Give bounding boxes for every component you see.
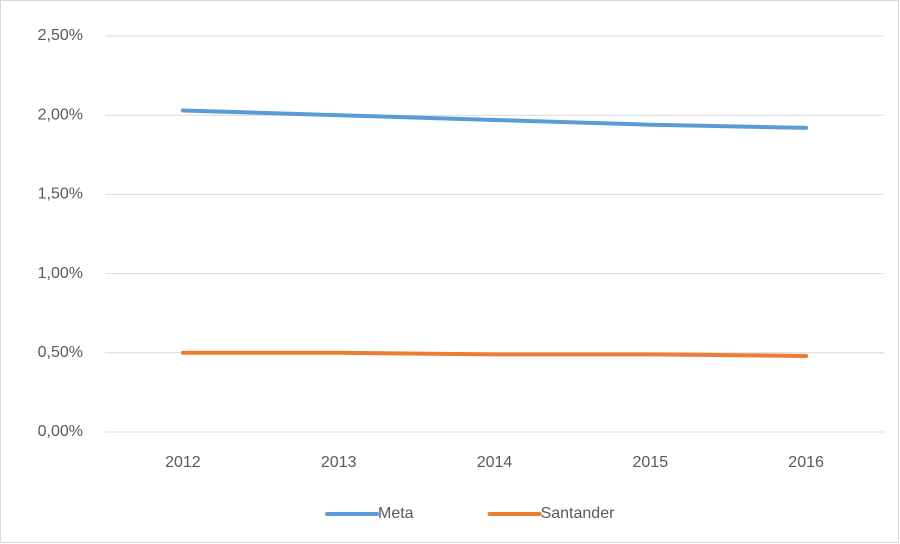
y-tick-label: 2,00%: [38, 106, 83, 123]
legend-label: Santander: [541, 505, 616, 522]
x-tick-label: 2013: [321, 454, 357, 471]
y-tick-label: 2,50%: [38, 27, 83, 44]
x-tick-label: 2014: [477, 454, 513, 471]
series-line: [180, 108, 809, 130]
y-tick-label: 1,50%: [38, 186, 83, 203]
y-tick-label: 0,50%: [38, 344, 83, 361]
series-line: [180, 350, 809, 358]
legend-label: Meta: [378, 505, 414, 522]
x-tick-label: 2012: [165, 454, 201, 471]
y-tick-label: 0,00%: [38, 423, 83, 440]
x-tick-label: 2016: [788, 454, 824, 471]
x-tick-label: 2015: [633, 454, 669, 471]
y-tick-label: 1,00%: [38, 265, 83, 282]
